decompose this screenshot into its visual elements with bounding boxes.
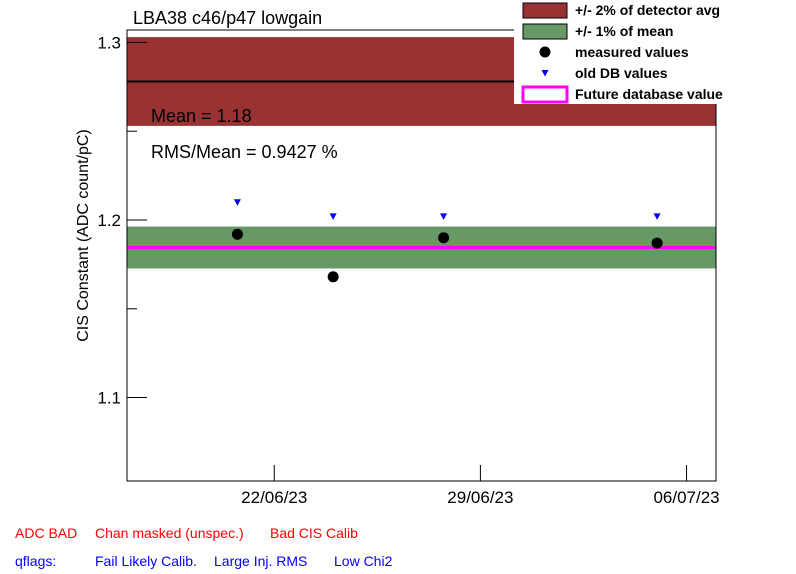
legend-label: measured values (575, 44, 689, 60)
y-tick-label: 1.2 (97, 211, 121, 230)
legend: +/- 2% of detector avg +/- 1% of mean meas… (514, 0, 746, 104)
adc-bad-label: ADC BAD (15, 525, 78, 541)
y-axis-label: CIS Constant (ADC count/pC) (75, 129, 92, 342)
text-layer: LBA38 c46/p47 lowgain Mean = 1.18 RMS/Mean… (133, 8, 338, 162)
measured-value-point (651, 237, 663, 249)
legend-label: +/- 2% of detector avg (575, 2, 720, 18)
flag-chan-masked: Chan masked (unspec.) (95, 525, 244, 541)
x-tick-label: 29/06/23 (447, 488, 513, 507)
y-tick-label: 1.3 (97, 33, 121, 52)
legend-label: +/- 1% of mean (575, 23, 673, 39)
legend-label: old DB values (575, 65, 668, 81)
legend-label: Future database value (575, 86, 723, 102)
flag-bad-cis-calib: Bad CIS Calib (270, 525, 358, 541)
chart-title: LBA38 c46/p47 lowgain (133, 8, 322, 28)
x-tick-label: 06/07/23 (653, 488, 719, 507)
measured-value-point (231, 228, 243, 240)
legend-swatch (521, 85, 569, 104)
old-db-value-point (653, 213, 661, 220)
legend-swatch (539, 46, 551, 58)
old-db-value-point (440, 213, 448, 220)
points-layer (231, 199, 663, 283)
legend-swatch (522, 2, 568, 19)
plot-frame-border (126, 29, 717, 482)
x-tick-label: 22/06/23 (241, 488, 307, 507)
legend-swatch (522, 23, 568, 40)
measured-value-point (438, 232, 450, 244)
mean-annotation: Mean = 1.18 (151, 106, 252, 126)
axes-layer: 1.1 1.2 1.3 22/06/23 29/06/23 06/07/23 CIS Con… (75, 33, 720, 507)
old-db-value-point (329, 213, 337, 220)
flag-fail-likely-calib: Fail Likely Calib. (95, 553, 197, 569)
flag-low-chi2: Low Chi2 (334, 553, 393, 569)
legend-swatch (541, 70, 549, 77)
old-db-value-point (233, 199, 241, 206)
y-tick-label: 1.1 (97, 389, 121, 408)
qflags-label: qflags: (15, 553, 57, 569)
flag-large-inj-rms: Large Inj. RMS (214, 553, 308, 569)
plot-frame (126, 29, 717, 482)
measured-value-point (327, 271, 339, 283)
rms-annotation: RMS/Mean = 0.9427 % (151, 142, 338, 162)
